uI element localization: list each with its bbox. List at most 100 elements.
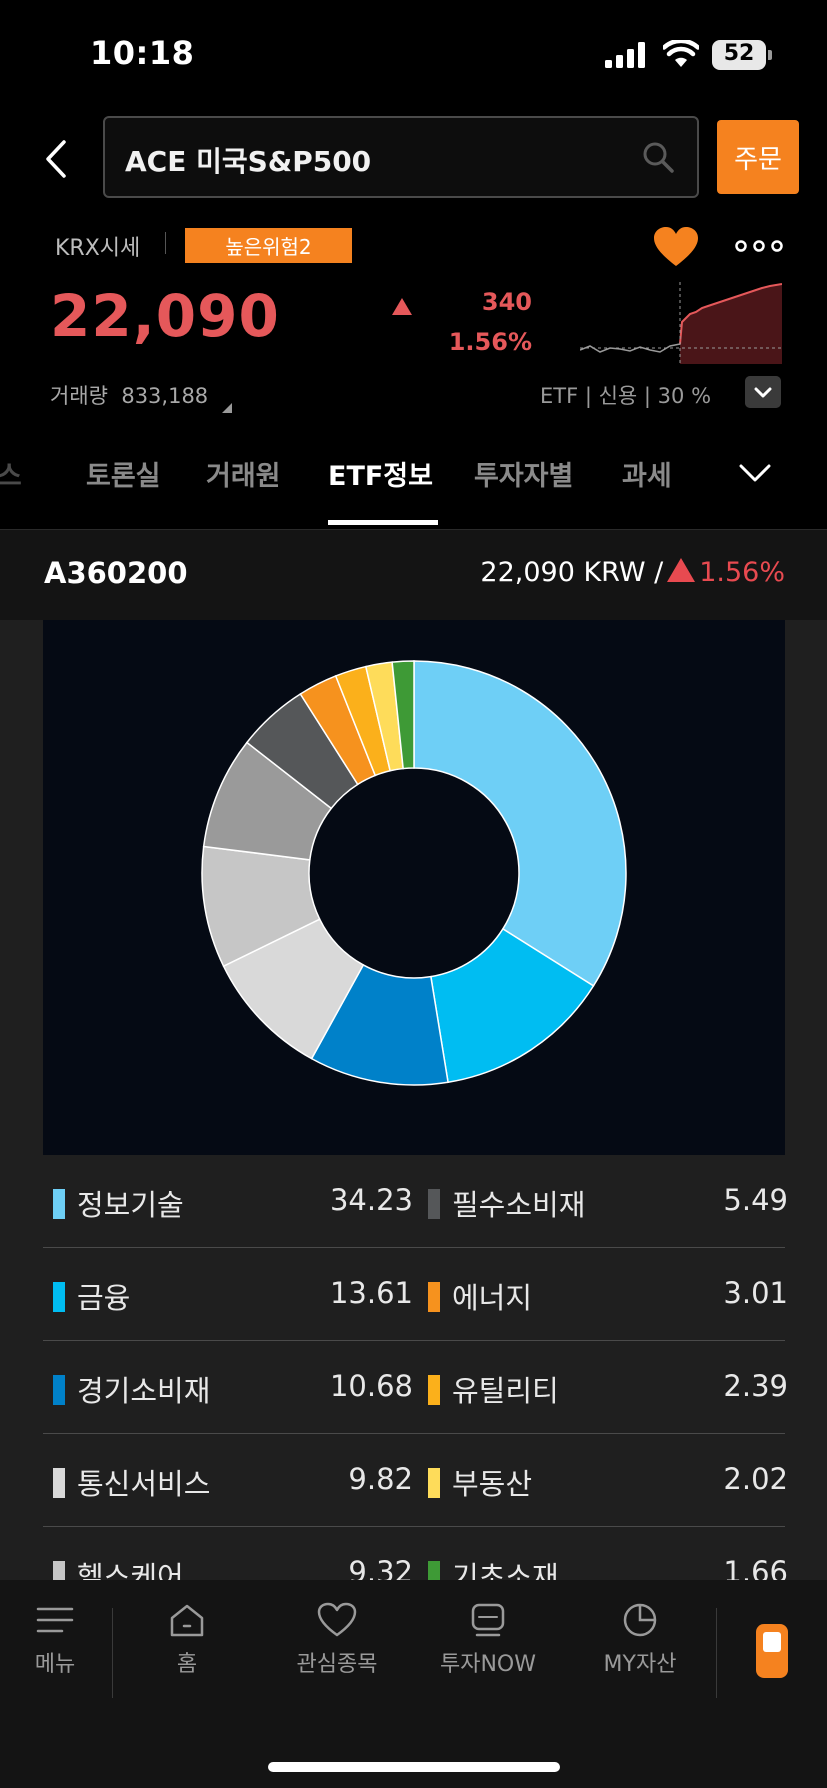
- heart-icon[interactable]: [653, 226, 699, 268]
- nav-watchlist[interactable]: 관심종목: [272, 1602, 402, 1678]
- divider: [112, 1608, 113, 1698]
- search-icon[interactable]: [641, 140, 675, 174]
- search-text: ACE 미국S&P500: [125, 145, 372, 178]
- legend-swatch: [53, 1468, 65, 1498]
- nav-home[interactable]: 홈: [122, 1602, 252, 1678]
- donut-chart-svg: [201, 660, 627, 1086]
- legend-item: 정보기술 34.23: [53, 1155, 413, 1248]
- legend-value: 9.32: [348, 1555, 413, 1580]
- back-arrow-icon[interactable]: [36, 134, 76, 184]
- nav-label: 홈: [176, 1652, 198, 1677]
- nav-label: 관심종목: [296, 1652, 378, 1677]
- legend-value: 3.01: [723, 1276, 788, 1310]
- nav-invest-now[interactable]: 투자NOW: [423, 1602, 553, 1678]
- volume: 거래량 833,188: [50, 380, 208, 410]
- risk-badge: 높은위험2: [185, 228, 352, 263]
- tab-investors[interactable]: 투자자별: [474, 461, 574, 492]
- price-change-percent: 1.56%: [448, 328, 532, 356]
- heart-outline-icon: [317, 1602, 357, 1637]
- nav-menu[interactable]: 메뉴: [0, 1602, 120, 1678]
- legend-value: 1.66: [723, 1555, 788, 1580]
- legend-row: 헬스케어 9.32 기초소재 1.66: [43, 1527, 788, 1580]
- chevron-down-icon[interactable]: [745, 376, 781, 408]
- bottom-nav: 메뉴 홈 관심종목 투자NOW MY자산: [0, 1580, 827, 1788]
- etf-sector-section: 정보기술 34.23 필수소비재 5.49 금융 13.61 에너지 3.01: [0, 620, 827, 1580]
- legend-label: 금융: [77, 1281, 131, 1315]
- stock-code: A360200: [44, 556, 188, 590]
- donut-slice-11[interactable]: [391, 660, 415, 770]
- legend-item: 헬스케어 9.32: [53, 1527, 413, 1580]
- divider: [716, 1608, 717, 1698]
- tab-bar: 뉴스 토론실 거래원 ETF정보 투자자별 과세: [0, 440, 827, 530]
- legend-label: 부동산: [452, 1467, 533, 1501]
- cellular-signal-icon: [605, 42, 645, 68]
- up-arrow-icon: [667, 558, 696, 582]
- home-indicator[interactable]: [268, 1762, 560, 1772]
- tab-brokers[interactable]: 거래원: [206, 461, 281, 492]
- legend-label: 에너지: [452, 1281, 533, 1315]
- legend-label: 기초소재: [452, 1560, 559, 1580]
- legend-label: 정보기술: [77, 1188, 184, 1222]
- legend-swatch: [428, 1282, 440, 1312]
- tab-discussion[interactable]: 토론실: [86, 461, 161, 492]
- volume-label: 거래량: [50, 384, 108, 408]
- legend-row: 경기소비재 10.68 유틸리티 2.39: [43, 1341, 788, 1434]
- legend-value: 9.82: [348, 1462, 413, 1496]
- legend-item: 경기소비재 10.68: [53, 1341, 413, 1434]
- legend-swatch: [53, 1189, 65, 1219]
- volume-value: 833,188: [121, 384, 209, 408]
- pie-chart-icon: [623, 1603, 657, 1637]
- code-change-percent: 1.56%: [699, 557, 785, 588]
- legend-swatch: [53, 1282, 65, 1312]
- tab-tax[interactable]: 과세: [622, 461, 672, 492]
- legend-value: 34.23: [329, 1183, 413, 1217]
- legend-label: 통신서비스: [77, 1467, 211, 1501]
- chevron-down-icon[interactable]: [738, 462, 772, 484]
- divider: [165, 232, 166, 254]
- donut-slice-1[interactable]: [413, 660, 627, 987]
- price-change: 340: [481, 288, 532, 316]
- app-switch-button[interactable]: [756, 1624, 788, 1678]
- legend-swatch: [428, 1189, 440, 1219]
- legend-value: 2.39: [723, 1369, 788, 1403]
- tab-etf-info[interactable]: ETF정보: [328, 461, 433, 492]
- legend-item: 금융 13.61: [53, 1248, 413, 1341]
- home-icon: [170, 1604, 204, 1637]
- battery-level: 52: [723, 41, 755, 66]
- tab-news[interactable]: 뉴스: [0, 461, 22, 492]
- search-input[interactable]: ACE 미국S&P500: [103, 116, 699, 198]
- legend-item: 필수소비재 5.49: [428, 1155, 788, 1248]
- legend-value: 2.02: [723, 1462, 788, 1496]
- legend-swatch: [428, 1468, 440, 1498]
- status-bar: 10:18 52: [0, 0, 827, 110]
- nav-label: MY자산: [603, 1652, 677, 1677]
- wifi-icon: [663, 40, 699, 67]
- legend-swatch: [53, 1561, 65, 1580]
- nav-my-assets[interactable]: MY자산: [575, 1602, 705, 1678]
- legend-item: 통신서비스 9.82: [53, 1434, 413, 1527]
- intraday-sparkline[interactable]: [580, 282, 782, 364]
- market-label: KRX시세: [55, 236, 141, 261]
- legend-row: 정보기술 34.23 필수소비재 5.49: [43, 1155, 788, 1248]
- legend-label: 필수소비재: [452, 1188, 586, 1222]
- sector-donut-chart: [43, 620, 785, 1155]
- legend-item: 유틸리티 2.39: [428, 1341, 788, 1434]
- menu-icon: [36, 1607, 74, 1633]
- legend-row: 통신서비스 9.82 부동산 2.02: [43, 1434, 788, 1527]
- legend-swatch: [428, 1375, 440, 1405]
- legend-label: 유틸리티: [452, 1374, 559, 1408]
- tv-icon: [471, 1603, 505, 1637]
- more-options-icon[interactable]: [735, 240, 783, 252]
- top-bar: ACE 미국S&P500 주문: [0, 110, 827, 210]
- status-time: 10:18: [90, 34, 195, 72]
- legend-item: 기초소재 1.66: [428, 1527, 788, 1580]
- battery-icon: 52: [712, 40, 772, 70]
- active-tab-indicator: [328, 520, 438, 525]
- code-price: 22,090 KRW / 1.56%: [480, 557, 785, 588]
- legend-value: 10.68: [329, 1369, 413, 1403]
- legend-swatch: [428, 1561, 440, 1580]
- order-button[interactable]: 주문: [717, 120, 799, 194]
- legend-value: 5.49: [723, 1183, 788, 1217]
- volume-caret-icon: [222, 403, 232, 413]
- legend-swatch: [53, 1375, 65, 1405]
